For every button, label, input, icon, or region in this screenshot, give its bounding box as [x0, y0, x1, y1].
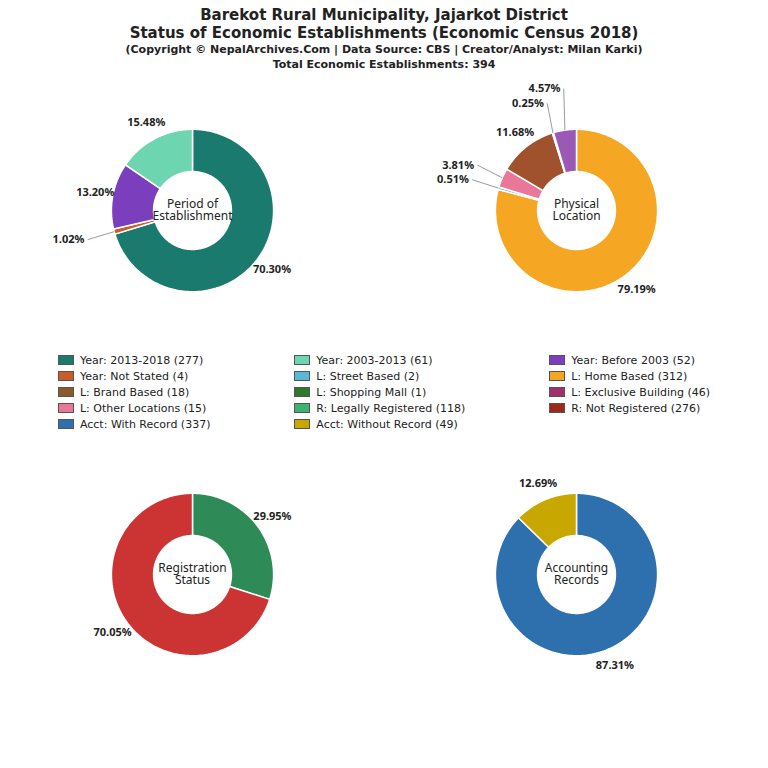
html-text:L: Brand Based (18): L: Brand Based (18) [79, 385, 190, 399]
svg-text:70.30%: 70.30% [253, 261, 291, 276]
html-text:Year: Before 2003 (52): Year: Before 2003 (52) [571, 353, 695, 367]
html-text:Status of Economic Establishme: Status of Economic Establishments (Econo… [129, 24, 639, 42]
svg-text:PhysicalLocation: PhysicalLocation [552, 195, 600, 224]
html-text:Year: 2013-2018 (277): Year: 2013-2018 (277) [79, 353, 204, 367]
svg-text:15.48%: 15.48% [127, 114, 165, 129]
svg-text:87.31%: 87.31% [596, 657, 634, 672]
svg-text:13.20%: 13.20% [76, 184, 114, 199]
html-text:L: Other Locations (15): L: Other Locations (15) [79, 401, 207, 415]
svg-text:1.02%: 1.02% [53, 231, 85, 246]
svg-text:11.68%: 11.68% [496, 124, 534, 139]
html-text:R: Not Registered (276): R: Not Registered (276) [571, 401, 701, 415]
html-text:Acct: With Record (337): Acct: With Record (337) [79, 417, 211, 431]
svg-text:3.81%: 3.81% [442, 157, 474, 172]
svg-text:0.51%: 0.51% [437, 171, 469, 186]
html-text:Barekot Rural Municipality, Ja: Barekot Rural Municipality, Jajarkot Dis… [200, 6, 568, 24]
html-text:Year: Not Stated (4): Year: Not Stated (4) [79, 369, 189, 383]
svg-text:29.95%: 29.95% [253, 508, 291, 523]
html-text:L: Home Based (312): L: Home Based (312) [571, 369, 688, 383]
svg-text:70.05%: 70.05% [93, 624, 131, 639]
svg-text:0.25%: 0.25% [512, 95, 544, 110]
html-text:L: Exclusive Building (46): L: Exclusive Building (46) [571, 385, 711, 399]
html-text:Year: 2003-2013 (61): Year: 2003-2013 (61) [316, 353, 433, 367]
html-text:L: Shopping Mall (1): L: Shopping Mall (1) [316, 385, 427, 399]
html-text:R: Legally Registered (118): R: Legally Registered (118) [316, 401, 466, 415]
svg-text:79.19%: 79.19% [618, 281, 656, 296]
svg-text:Period ofEstablishment: Period ofEstablishment [153, 195, 234, 224]
svg-text:RegistrationStatus: RegistrationStatus [158, 559, 226, 588]
svg-text:AccountingRecords: AccountingRecords [545, 559, 609, 588]
html-text:Total Economic Establishments:: Total Economic Establishments: 394 [272, 58, 496, 71]
html-text:(Copyright © NepalArchives.Com: (Copyright © NepalArchives.Com | Data So… [125, 43, 643, 56]
svg-text:12.69%: 12.69% [519, 475, 557, 490]
html-text:Acct: Without Record (49): Acct: Without Record (49) [316, 417, 458, 431]
svg-text:4.57%: 4.57% [529, 80, 561, 95]
html-text:L: Street Based (2): L: Street Based (2) [316, 369, 420, 383]
